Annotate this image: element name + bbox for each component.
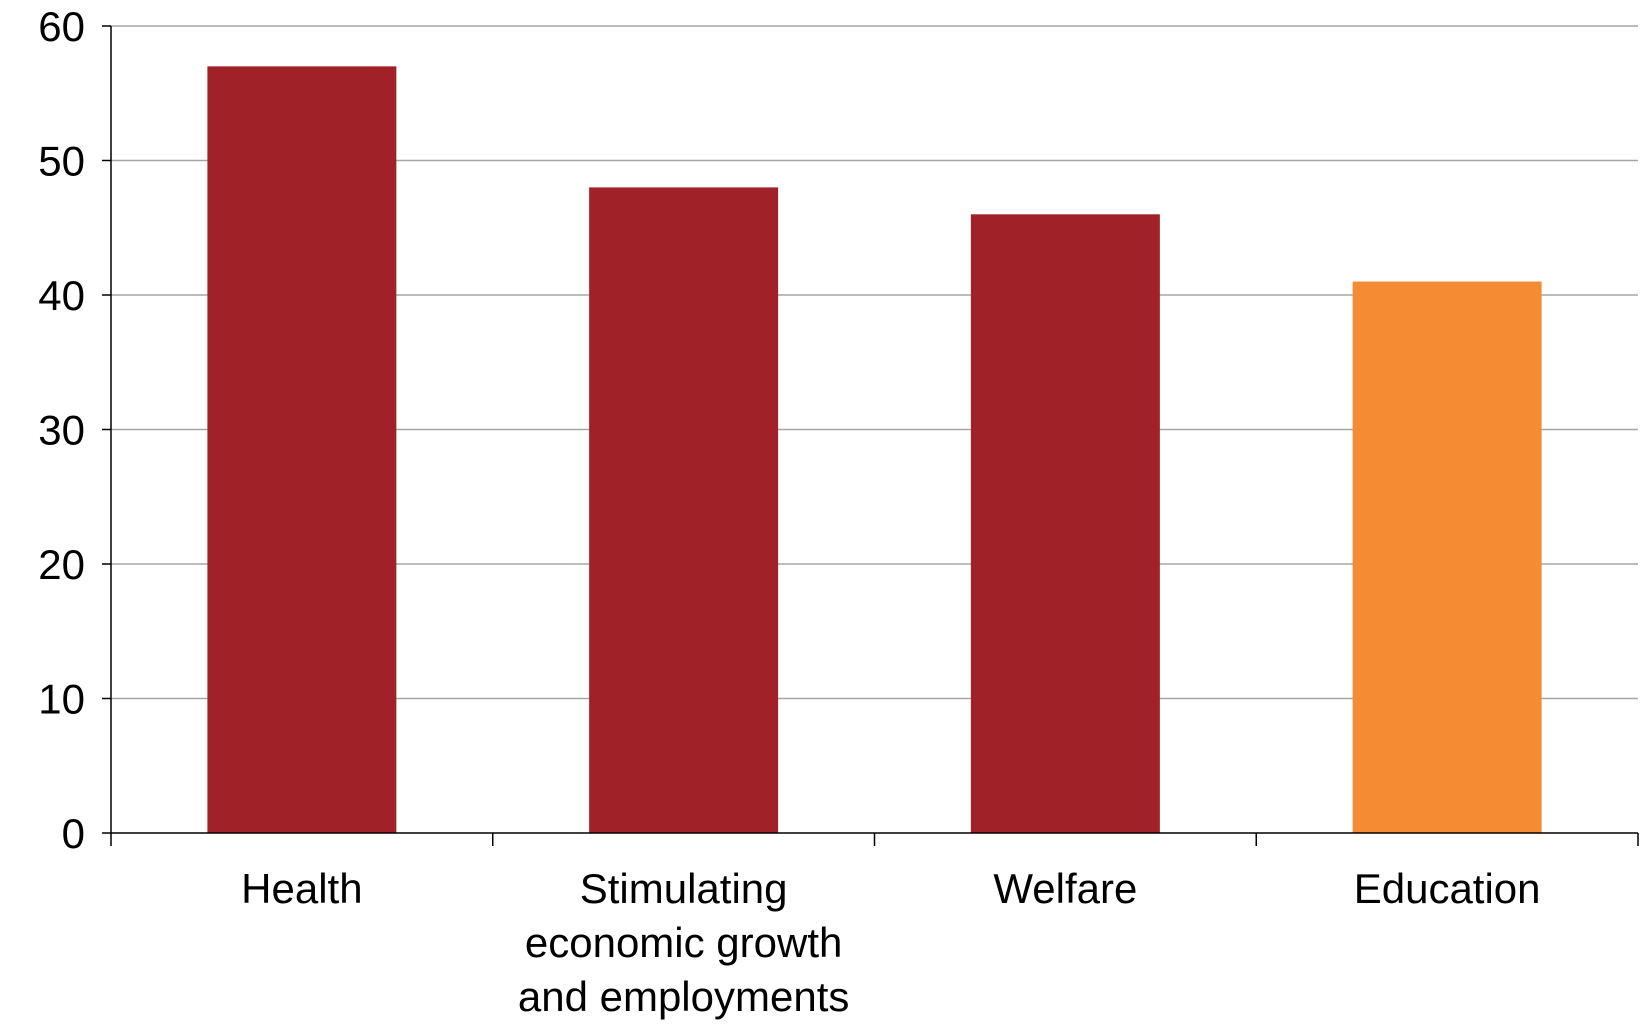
- y-tick-label-40: 40: [38, 272, 85, 319]
- y-tick-label-10: 10: [38, 676, 85, 723]
- x-tick-label-line: Health: [241, 865, 362, 912]
- y-tick-label-50: 50: [38, 138, 85, 185]
- bar-2: [970, 214, 1160, 834]
- x-tick-label-0: Health: [241, 865, 362, 912]
- y-tick-label-0: 0: [62, 810, 85, 857]
- x-tick-label-line: economic growth: [525, 919, 842, 966]
- y-tick-label-20: 20: [38, 541, 85, 588]
- x-tick-label-line: Education: [1354, 865, 1541, 912]
- axis-layer: [102, 25, 1639, 846]
- bar-0: [207, 66, 397, 834]
- x-tick-label-line: Stimulating: [580, 865, 788, 912]
- y-tick-label-30: 30: [38, 407, 85, 454]
- x-tick-label-line: and employments: [518, 973, 850, 1020]
- x-tick-label-line: Welfare: [993, 865, 1137, 912]
- x-tick-label-1: Stimulating economic growth and employment…: [518, 865, 850, 1020]
- label-layer: 0 10 20 30 40 50 60 Health Stimulating economic g…: [38, 3, 1540, 1020]
- bar-layer: [207, 66, 1542, 834]
- bar-1: [589, 187, 779, 833]
- y-tick-label-60: 60: [38, 3, 85, 50]
- bar-3: [1352, 281, 1542, 833]
- x-tick-label-2: Welfare: [993, 865, 1137, 912]
- x-tick-label-3: Education: [1354, 865, 1541, 912]
